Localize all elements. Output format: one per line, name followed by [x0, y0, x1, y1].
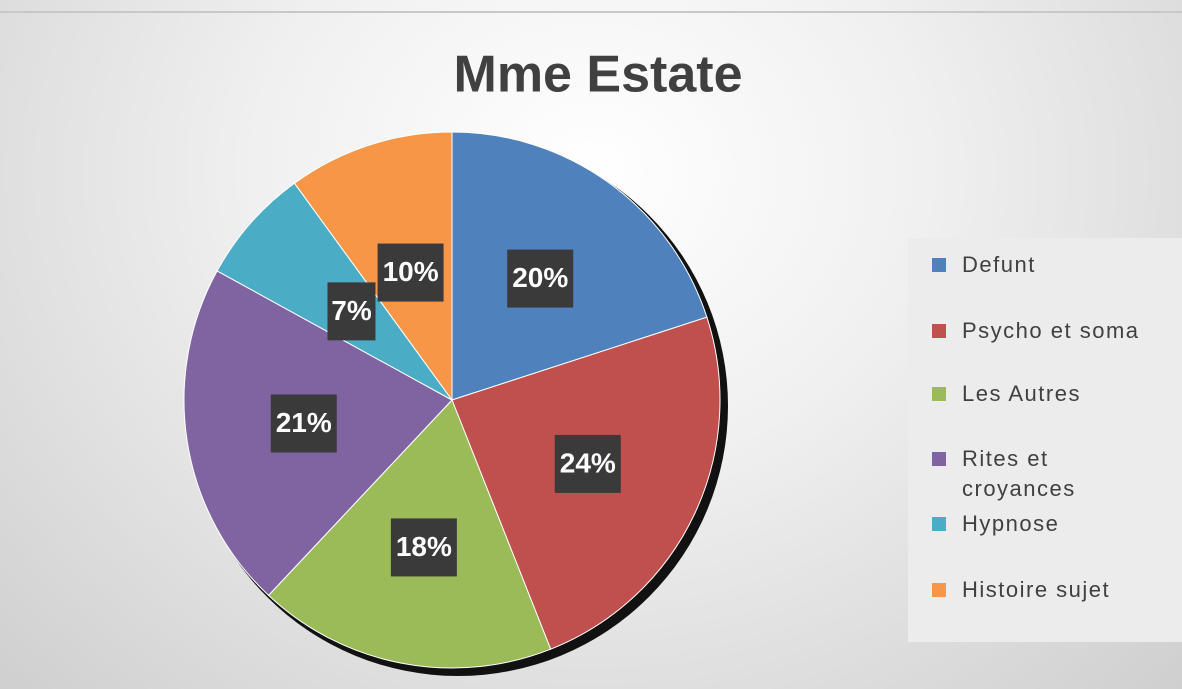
legend-label: Les Autres	[962, 381, 1081, 406]
legend-swatch	[932, 517, 946, 531]
legend-swatch	[932, 324, 946, 338]
legend-label: Psycho et soma	[962, 318, 1140, 343]
data-label: 7%	[331, 295, 372, 326]
legend-item: Hypnose	[932, 509, 1172, 539]
label-box	[507, 249, 574, 308]
data-label: 10%	[383, 256, 439, 287]
label-box	[390, 518, 457, 577]
label-box	[554, 434, 621, 493]
chart-title: Mme Estate	[454, 46, 743, 104]
data-label: 20%	[512, 262, 568, 293]
legend-swatch	[932, 387, 946, 401]
data-label: 18%	[396, 531, 452, 562]
legend-item: Les Autres	[932, 379, 1172, 409]
legend-swatch	[932, 258, 946, 272]
legend-label: Rites et croyances	[962, 446, 1076, 501]
data-label: 24%	[560, 447, 616, 478]
legend-item: Rites et croyances	[932, 444, 1172, 504]
legend-swatch	[932, 452, 946, 466]
legend-swatch	[932, 583, 946, 597]
legend-item: Psycho et soma	[932, 316, 1172, 346]
label-box	[327, 282, 376, 341]
pie-slice	[451, 131, 708, 401]
legend-item: Defunt	[932, 250, 1172, 280]
legend-item: Histoire sujet	[932, 575, 1172, 605]
legend-label: Defunt	[962, 252, 1036, 277]
label-box	[377, 243, 444, 302]
legend: Defunt Psycho et soma Les Autres Rites et c…	[908, 238, 1182, 642]
legend-label: Histoire sujet	[962, 577, 1111, 602]
label-box	[270, 394, 337, 453]
data-label: 21%	[276, 407, 332, 438]
legend-label: Hypnose	[962, 511, 1060, 536]
pie-slice	[293, 131, 453, 402]
